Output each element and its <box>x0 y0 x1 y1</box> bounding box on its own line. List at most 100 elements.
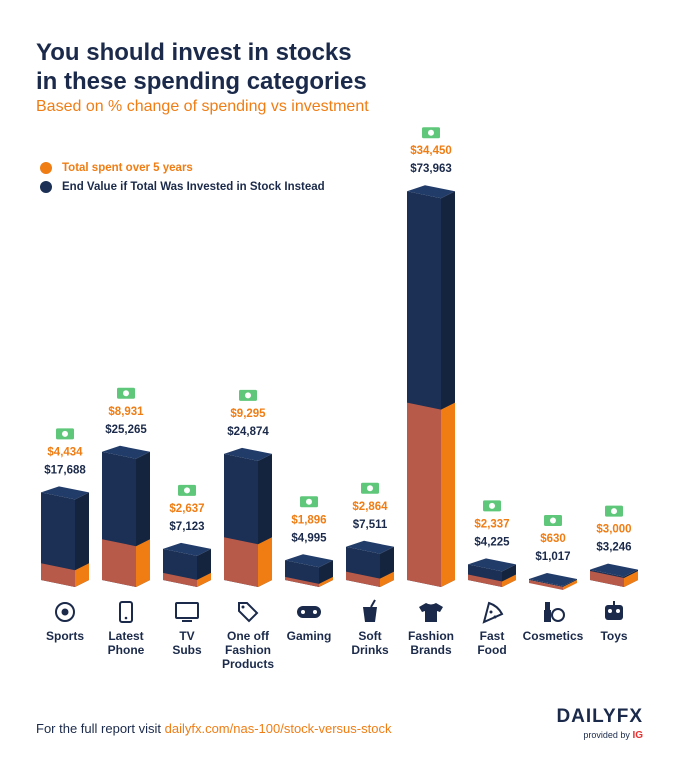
title-line-2: in these spending categories <box>36 68 367 95</box>
bar-spent-front-soft-drinks <box>346 571 380 587</box>
label-spent-latest-phone: $8,931 <box>108 406 144 418</box>
category-label-tv-subs: Subs <box>172 643 202 657</box>
bar-spent-front-toys <box>590 570 624 587</box>
soccer-ball-icon-part <box>55 602 75 622</box>
bar-spent-front-fast-food <box>468 574 502 587</box>
pizza-icon-part <box>482 601 504 624</box>
money-icon-coin-one-off-fashion-products <box>245 392 251 399</box>
soft-drink-icon-part <box>370 599 376 608</box>
label-spent-cosmetics: $630 <box>540 533 566 545</box>
label-invested-gaming: $4,995 <box>291 532 327 544</box>
bar-spent-side-toys <box>624 570 638 587</box>
robot-icon-part <box>616 609 620 613</box>
bar-spent-front-sports <box>41 563 75 587</box>
phone-icon-part <box>124 616 128 620</box>
category-label-sports: Sports <box>46 629 84 643</box>
gamepad-icon-part <box>297 606 321 618</box>
category-label-fast-food: Fast <box>480 629 505 643</box>
category-label-one-off-fashion-products: One off <box>227 629 270 643</box>
category-label-soft-drinks: Soft <box>358 629 381 643</box>
label-spent-fashion-brands: $34,450 <box>410 145 452 157</box>
category-label-tv-subs: TV <box>179 629 194 643</box>
pizza-icon-part <box>493 615 497 619</box>
bar-spent-side-tv-subs <box>197 572 211 587</box>
tv-icon-part <box>175 602 199 619</box>
label-spent-sports: $4,434 <box>47 446 83 458</box>
bar-spent-front-tv-subs <box>163 572 197 587</box>
legend-label-invested: End Value if Total Was Invested in Stock… <box>62 180 325 193</box>
pizza-icon <box>482 601 504 624</box>
bar-invested-front-cosmetics <box>529 579 563 587</box>
legend-item-spent: Total spent over 5 years <box>40 158 325 177</box>
bar-top-sports <box>41 486 89 500</box>
robot-icon-part <box>605 605 623 620</box>
bar-spent-front-cosmetics <box>529 580 563 590</box>
category-label-fast-food: Food <box>477 643 506 657</box>
tshirt-icon <box>419 603 443 622</box>
footer-text: For the full report visit <box>36 721 165 736</box>
bar-spent-front-gaming <box>285 576 319 587</box>
phone-icon-part <box>119 601 133 623</box>
label-spent-one-off-fashion-products: $9,295 <box>230 408 266 420</box>
label-invested-fast-food: $4,225 <box>474 536 510 548</box>
category-label-one-off-fashion-products: Fashion <box>225 643 271 657</box>
legend-navy-dot <box>40 180 52 193</box>
cosmetics-icon-part <box>551 608 565 622</box>
gamepad-icon <box>297 606 321 618</box>
bar-spent-side-latest-phone <box>136 539 150 587</box>
bar-spent-front-fashion-brands <box>407 402 441 587</box>
bar-spent-side-gaming <box>319 576 333 587</box>
bar-top-latest-phone <box>102 445 150 459</box>
label-invested-soft-drinks: $7,511 <box>353 519 388 531</box>
bar-spent-side-fashion-brands <box>441 402 455 587</box>
label-spent-tv-subs: $2,637 <box>169 503 204 515</box>
tags-icon-part <box>241 605 245 609</box>
chart-subtitle: Based on % change of spending vs investm… <box>36 98 369 115</box>
money-icon-coin-cosmetics <box>550 517 556 524</box>
cosmetics-icon <box>544 602 565 622</box>
tv-icon-part <box>182 620 192 622</box>
bar-spent-side-sports <box>75 563 89 587</box>
label-invested-one-off-fashion-products: $24,874 <box>227 426 269 438</box>
label-invested-fashion-brands: $73,963 <box>410 163 452 175</box>
bar-top-fast-food <box>468 558 516 572</box>
tags-icon <box>238 602 259 623</box>
bar-spent-side-fast-food <box>502 574 516 587</box>
cosmetics-icon-part <box>545 602 550 610</box>
money-icon-coin-fashion-brands <box>428 129 434 136</box>
gamepad-icon-part <box>301 610 305 614</box>
category-label-soft-drinks: Drinks <box>351 643 389 657</box>
label-invested-toys: $3,246 <box>596 542 631 554</box>
legend-item-invested: End Value if Total Was Invested in Stock… <box>40 177 325 196</box>
bar-top-gaming <box>285 554 333 568</box>
label-invested-tv-subs: $7,123 <box>169 521 204 533</box>
category-label-latest-phone: Phone <box>108 643 145 657</box>
robot-icon <box>605 601 623 620</box>
bar-invested-front-sports <box>41 492 75 587</box>
category-label-toys: Toys <box>600 629 627 643</box>
money-icon-coin-gaming <box>306 498 312 505</box>
chart-title: You should invest in stocks in these spe… <box>36 38 456 96</box>
bar-invested-side-sports <box>75 492 89 587</box>
bar-invested-side-cosmetics <box>563 579 577 587</box>
dailyfx-logo: DAILYFX provided by IG <box>553 706 643 741</box>
bar-top-cosmetics <box>529 573 577 586</box>
bar-top-one-off-fashion-products <box>224 447 272 461</box>
category-label-one-off-fashion-products: Products <box>222 657 274 671</box>
label-spent-fast-food: $2,337 <box>474 518 509 530</box>
tags-icon-part <box>238 602 259 623</box>
money-icon-coin-tv-subs <box>184 487 190 494</box>
legend: Total spent over 5 years End Value if To… <box>40 158 325 196</box>
soft-drink-icon <box>363 599 377 622</box>
robot-icon-part <box>608 609 612 613</box>
label-spent-soft-drinks: $2,864 <box>352 501 388 513</box>
provided-by-text: provided by <box>583 730 633 740</box>
cosmetics-icon-part <box>544 610 551 622</box>
category-label-gaming: Gaming <box>287 629 332 643</box>
bar-spent-side-soft-drinks <box>380 571 394 587</box>
money-icon-coin-toys <box>611 508 617 515</box>
money-icon-coin-fast-food <box>489 502 495 509</box>
label-invested-sports: $17,688 <box>44 464 86 476</box>
label-invested-cosmetics: $1,017 <box>535 551 570 563</box>
report-link[interactable]: dailyfx.com/nas-100/stock-versus-stock <box>164 721 392 736</box>
